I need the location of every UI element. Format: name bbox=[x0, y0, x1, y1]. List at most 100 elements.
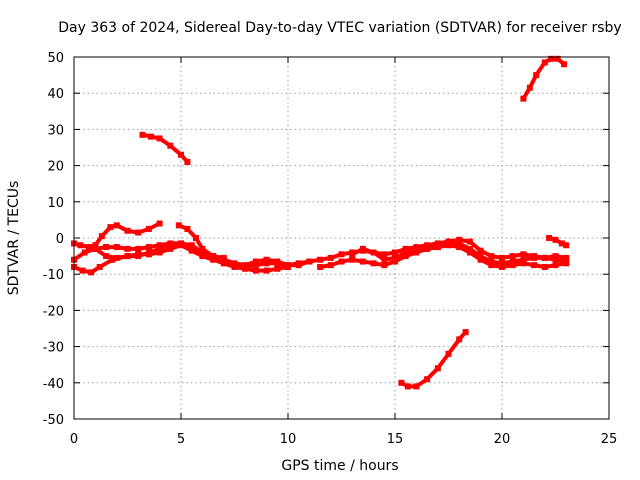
series-arc-h bbox=[349, 236, 570, 263]
data-point bbox=[402, 253, 409, 260]
data-point bbox=[188, 242, 195, 249]
data-point bbox=[184, 225, 191, 232]
data-point bbox=[103, 253, 110, 260]
data-point bbox=[558, 240, 565, 247]
data-point bbox=[392, 254, 398, 261]
data-point bbox=[184, 158, 191, 165]
data-point bbox=[156, 245, 163, 252]
data-point bbox=[434, 365, 441, 372]
data-point bbox=[520, 95, 527, 102]
data-point bbox=[533, 72, 540, 79]
data-point bbox=[327, 254, 334, 261]
data-point bbox=[466, 245, 473, 252]
data-point bbox=[252, 258, 259, 265]
data-point bbox=[552, 256, 559, 263]
data-point bbox=[424, 376, 431, 383]
y-tick-label: -30 bbox=[43, 341, 64, 356]
data-point bbox=[156, 242, 163, 249]
data-point bbox=[338, 258, 345, 265]
data-point bbox=[392, 258, 398, 265]
data-point bbox=[509, 253, 516, 260]
y-tick-label: 0 bbox=[56, 232, 64, 247]
data-point bbox=[563, 260, 570, 267]
data-point bbox=[156, 249, 163, 256]
data-point bbox=[178, 240, 184, 247]
y-tick-label: 40 bbox=[47, 87, 64, 102]
data-point bbox=[413, 244, 420, 251]
data-point bbox=[456, 240, 463, 247]
y-tick-label: 10 bbox=[47, 196, 64, 211]
data-point bbox=[135, 253, 142, 260]
data-point bbox=[242, 262, 249, 269]
y-tick-label: 20 bbox=[47, 160, 64, 175]
data-point bbox=[210, 253, 217, 260]
data-point bbox=[456, 236, 463, 243]
data-point bbox=[199, 249, 206, 256]
data-point bbox=[285, 262, 291, 269]
data-point bbox=[434, 240, 441, 247]
x-axis: 0 5 10 15 20 25 bbox=[70, 57, 617, 447]
data-point bbox=[456, 244, 463, 251]
data-point bbox=[199, 245, 206, 252]
data-point bbox=[520, 251, 527, 258]
series-layer bbox=[71, 55, 570, 390]
data-point bbox=[252, 267, 259, 274]
data-point bbox=[295, 262, 302, 269]
data-point bbox=[445, 242, 452, 249]
series-arc-j bbox=[520, 55, 568, 102]
series-arc-a bbox=[71, 220, 163, 251]
y-axis: -50 -40 -30 -20 -10 0 10 20 30 40 50 bbox=[43, 51, 609, 428]
data-point bbox=[499, 260, 505, 267]
y-tick-label: 30 bbox=[47, 123, 64, 138]
data-point bbox=[88, 269, 95, 276]
data-point bbox=[148, 133, 155, 140]
data-point bbox=[424, 242, 431, 249]
data-point bbox=[477, 247, 484, 254]
data-point bbox=[263, 256, 270, 263]
data-point bbox=[156, 135, 163, 142]
data-point bbox=[359, 245, 366, 252]
data-point bbox=[92, 242, 99, 249]
data-point bbox=[192, 235, 199, 241]
data-point bbox=[520, 256, 527, 263]
y-tick-label: -40 bbox=[43, 377, 64, 392]
y-tick-label: -10 bbox=[43, 268, 64, 283]
x-tick-label: 0 bbox=[70, 432, 78, 447]
data-point bbox=[413, 247, 420, 254]
data-point bbox=[381, 251, 388, 258]
data-point bbox=[445, 350, 452, 357]
data-point bbox=[392, 249, 398, 256]
x-axis-title: GPS time / hours bbox=[281, 458, 398, 474]
data-point bbox=[113, 254, 120, 261]
chart-title: Day 363 of 2024, Sidereal Day-to-day VTE… bbox=[58, 20, 621, 36]
data-point bbox=[520, 260, 527, 267]
data-point bbox=[306, 258, 313, 265]
data-point bbox=[252, 262, 259, 269]
data-point bbox=[349, 251, 356, 258]
data-point bbox=[103, 244, 110, 251]
data-point bbox=[81, 249, 88, 256]
data-point bbox=[113, 244, 120, 251]
data-point bbox=[456, 336, 463, 343]
data-point bbox=[124, 253, 131, 260]
x-tick-label: 15 bbox=[387, 432, 404, 447]
data-point bbox=[561, 61, 568, 68]
data-point bbox=[370, 249, 377, 256]
data-point bbox=[145, 225, 152, 232]
data-point bbox=[445, 238, 452, 245]
data-point bbox=[402, 249, 409, 256]
data-point bbox=[488, 253, 495, 260]
data-point bbox=[145, 244, 152, 251]
data-point bbox=[145, 249, 152, 256]
data-point bbox=[349, 256, 356, 263]
data-point bbox=[381, 262, 388, 269]
data-point bbox=[370, 260, 377, 267]
data-point bbox=[79, 267, 86, 274]
data-point bbox=[96, 263, 103, 270]
data-point bbox=[488, 258, 495, 265]
data-point bbox=[552, 253, 559, 260]
data-point bbox=[552, 236, 559, 243]
data-point bbox=[109, 256, 116, 263]
data-point bbox=[531, 262, 538, 269]
